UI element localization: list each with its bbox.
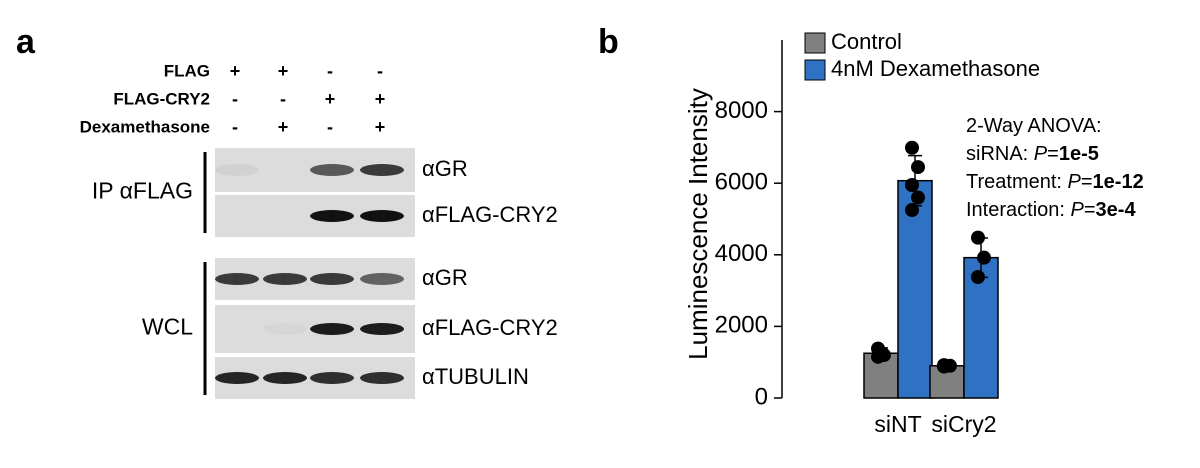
annotation: siRNA: P=1e-5: [966, 143, 1099, 165]
annotation-part: =: [1047, 143, 1059, 165]
treatment-sign: -: [232, 117, 238, 137]
blot-label: αFLAG-CRY2: [422, 315, 558, 340]
band: [215, 273, 259, 285]
data-point: [971, 269, 985, 284]
annotation-part: P: [1034, 143, 1048, 165]
band: [310, 210, 354, 222]
band: [215, 164, 259, 176]
y-tick-label: 0: [755, 383, 768, 410]
band: [263, 273, 307, 285]
treatment-sign: +: [375, 89, 386, 109]
treatment-sign: -: [327, 117, 333, 137]
band: [310, 273, 354, 285]
treatment-sign: +: [325, 89, 336, 109]
x-tick-label: siCry2: [931, 411, 996, 437]
blot-label: αGR: [422, 156, 468, 181]
band: [360, 164, 404, 176]
band: [360, 323, 404, 335]
panel-label: a: [16, 23, 36, 61]
panel-label: b: [598, 23, 619, 61]
legend-swatch: [804, 59, 826, 81]
treatment-sign: +: [278, 117, 289, 137]
band: [360, 273, 404, 285]
treatment-label: FLAG-CRY2: [113, 89, 210, 108]
band: [310, 323, 354, 335]
annotation-part: P: [1068, 171, 1082, 193]
legend-swatch: [804, 32, 826, 54]
treatment-sign: +: [278, 61, 289, 81]
annotation-part: P: [1071, 199, 1085, 221]
y-tick-label: 8000: [715, 97, 768, 124]
bar: [897, 179, 933, 399]
annotation-part: =: [1084, 199, 1096, 221]
band: [360, 372, 404, 384]
annotation-part: =: [1081, 171, 1093, 193]
blot-label: αFLAG-CRY2: [422, 202, 558, 227]
blot-label: αTUBULIN: [422, 364, 529, 389]
data-point: [905, 140, 919, 155]
data-point: [905, 177, 919, 192]
data-point: [977, 250, 991, 265]
band: [215, 372, 259, 384]
annotation-part: 1e-12: [1093, 171, 1144, 193]
x-tick-label: siNT: [874, 411, 921, 437]
legend-label: Control: [831, 29, 902, 54]
annotation-part: 3e-4: [1096, 199, 1137, 221]
legend-label: 4nM Dexamethasone: [831, 56, 1040, 81]
data-point: [971, 230, 985, 245]
blot-label: αGR: [422, 265, 468, 290]
treatment-sign: +: [375, 117, 386, 137]
data-point: [911, 160, 925, 175]
y-axis-label: Luminescence Intensity: [683, 88, 713, 360]
treatment-sign: -: [280, 89, 286, 109]
annotation: Treatment: P=1e-12: [966, 171, 1144, 193]
data-point: [937, 359, 951, 374]
band: [310, 372, 354, 384]
annotation-part: siRNA:: [966, 143, 1034, 165]
annotation-part: Interaction:: [966, 199, 1071, 221]
y-tick-label: 6000: [715, 169, 768, 196]
band: [263, 372, 307, 384]
annotation-part: 2-Way ANOVA:: [966, 115, 1102, 137]
treatment-sign: +: [230, 61, 241, 81]
data-point: [871, 349, 885, 364]
treatment-label: Dexamethasone: [80, 117, 210, 136]
annotation-part: 1e-5: [1059, 143, 1099, 165]
treatment-sign: -: [232, 89, 238, 109]
group-label: WCL: [142, 314, 193, 340]
treatment-sign: -: [377, 61, 383, 81]
treatment-sign: -: [327, 61, 333, 81]
group-label: IP αFLAG: [92, 178, 193, 204]
band: [310, 164, 354, 176]
band: [360, 210, 404, 222]
annotation: Interaction: P=3e-4: [966, 199, 1136, 221]
y-tick-label: 2000: [715, 312, 768, 339]
data-point: [911, 190, 925, 205]
y-tick-label: 4000: [715, 240, 768, 267]
treatment-label: FLAG: [164, 61, 210, 80]
annotation: 2-Way ANOVA:: [966, 115, 1102, 137]
band: [263, 323, 307, 335]
data-point: [905, 203, 919, 218]
annotation-part: Treatment:: [966, 171, 1068, 193]
